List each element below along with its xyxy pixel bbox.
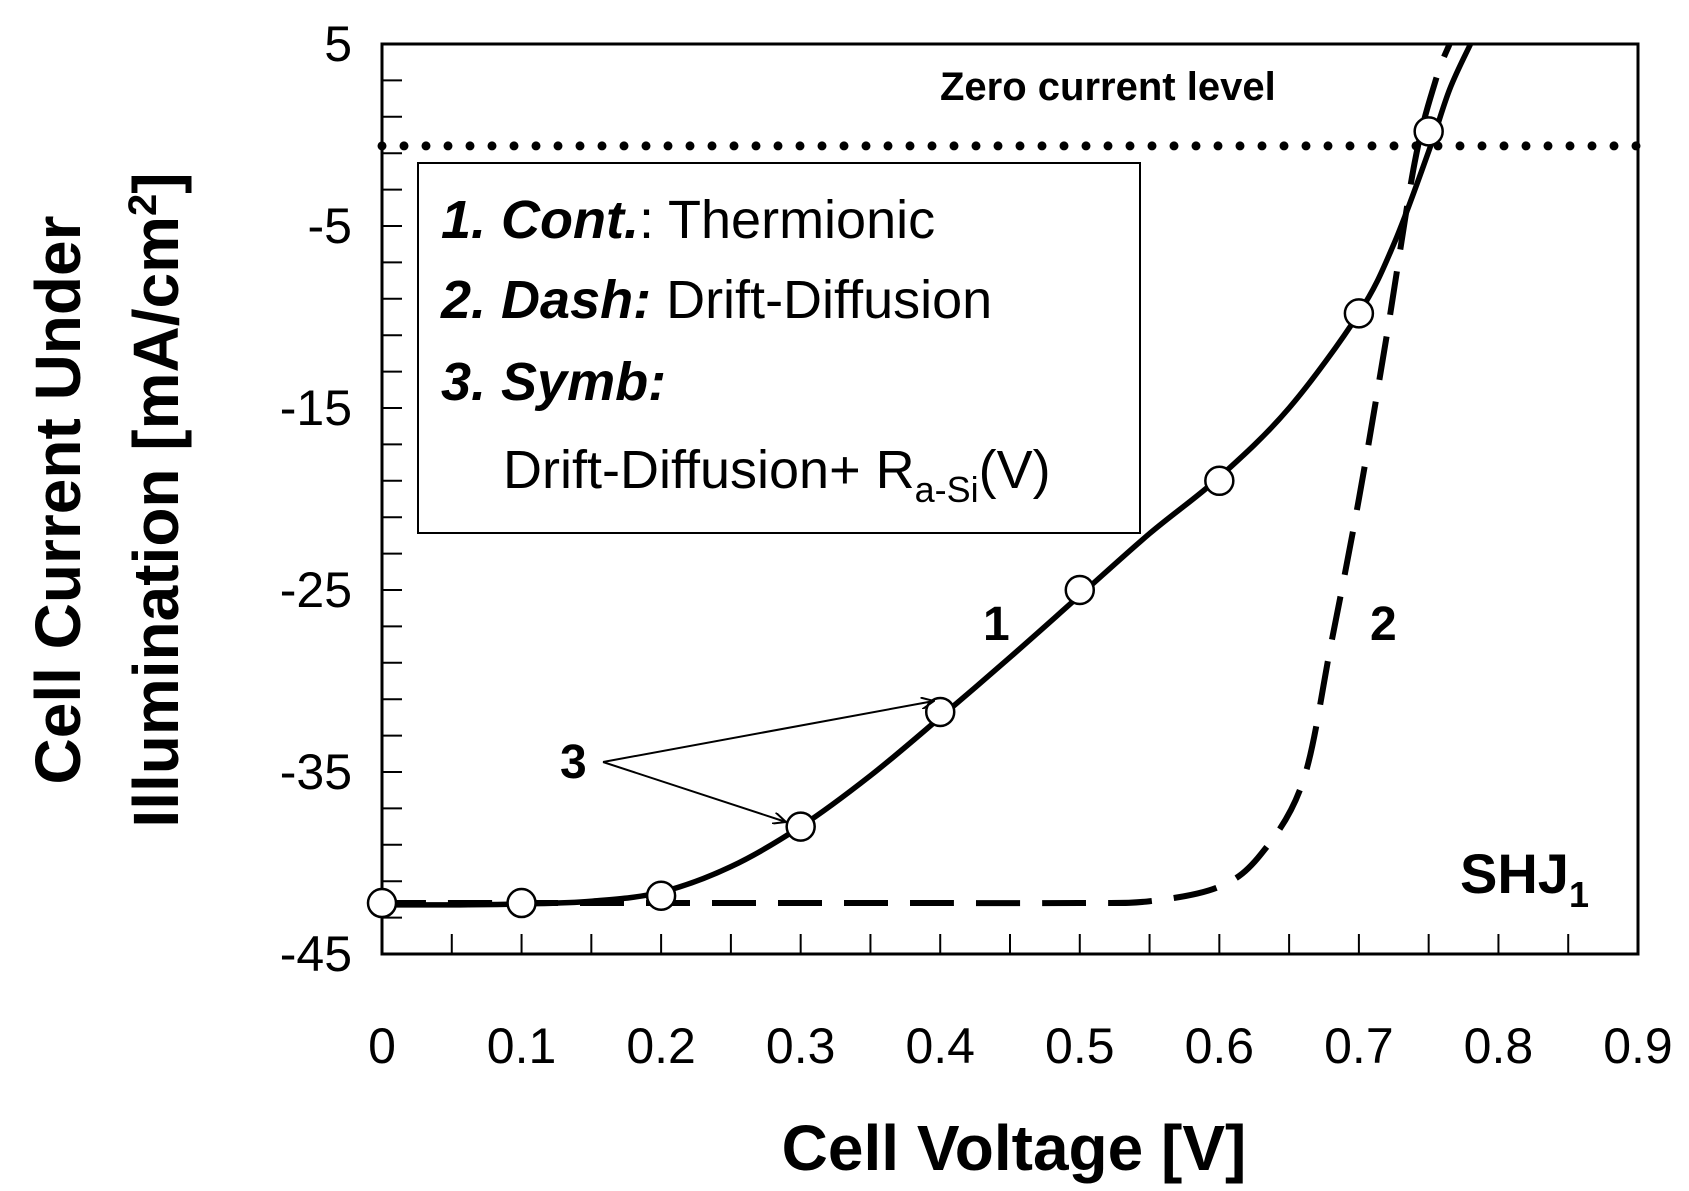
series-symbols-markers [366, 116, 1444, 919]
y-tick-label: -15 [280, 380, 352, 436]
legend-entry-2-key: 2. Dash: [440, 270, 651, 330]
zero-current-label: Zero current level [940, 65, 1276, 109]
x-tick-label: 0.5 [1045, 1018, 1115, 1074]
legend-entry-1: 1. Cont.: Thermionic [441, 190, 935, 250]
curve-2-label: 2 [1370, 598, 1397, 651]
y-axis-title-suffix: ] [120, 172, 192, 193]
y-tick-label: -5 [308, 198, 352, 254]
device-label-main: SHJ [1460, 842, 1569, 905]
legend-entry-3-sub: a-Si [915, 469, 979, 510]
y-axis-title-line-2: Illumination [mA/cm2] [120, 172, 192, 827]
legend-entry-3-suffix: (V) [979, 440, 1051, 500]
legend-entry-1-text: : Thermionic [639, 190, 935, 250]
x-tick-label: 0.8 [1464, 1018, 1534, 1074]
symbol-marker [645, 880, 677, 912]
legend: 1. Cont.: Thermionic 2. Dash: Drift-Diff… [417, 162, 1141, 534]
x-tick-label: 0.6 [1185, 1018, 1255, 1074]
symbols-arrow-upper [602, 701, 934, 763]
legend-entry-3-key: 3. Symb: [441, 352, 666, 412]
symbol-marker [1064, 574, 1096, 606]
x-tick-label: 0.9 [1603, 1018, 1673, 1074]
legend-entry-3-main: Drift-Diffusion+ R [503, 440, 915, 500]
x-tick-label: 0.4 [905, 1018, 975, 1074]
symbol-marker [785, 811, 816, 842]
symbol-marker [1413, 116, 1444, 147]
legend-entry-3-text: Drift-Diffusion+ Ra-Si(V) [503, 440, 1051, 510]
series-drift-diffusion-dashed [382, 42, 1453, 907]
legend-entry-1-key: 1. Cont. [441, 190, 639, 250]
axis-ticks [381, 43, 1639, 955]
device-label-sub: 1 [1569, 874, 1589, 915]
y-axis-title-main: Illumination [mA/cm [120, 216, 192, 828]
legend-entry-2: 2. Dash: Drift-Diffusion [440, 270, 992, 330]
legend-box [417, 162, 1141, 534]
symbol-marker [1343, 298, 1375, 329]
x-tick-label: 0.2 [626, 1018, 696, 1074]
x-axis-title: Cell Voltage [V] [782, 1112, 1247, 1184]
device-label: SHJ1 [1460, 842, 1589, 915]
x-tick-label: 0.3 [766, 1018, 836, 1074]
y-tick-label: -35 [280, 744, 352, 800]
symbols-arrow-lower [602, 761, 786, 822]
y-tick-label: -25 [280, 562, 352, 618]
y-tick-label: 5 [324, 16, 352, 72]
symbol-marker [1204, 465, 1235, 497]
x-tick-label: 0.1 [487, 1018, 557, 1074]
symbol-marker [506, 887, 537, 919]
y-tick-label: -45 [280, 926, 352, 982]
y-axis-title-sup: 2 [121, 194, 165, 216]
axis-tick-labels: 5 -5 -15 -25 -35 -45 0 0.1 0.2 0.3 0.4 0.5 0.6 0.7 0.8… [280, 16, 1673, 1074]
x-tick-label: 0 [368, 1018, 396, 1074]
curve-1-label: 1 [983, 598, 1010, 651]
x-tick-label: 0.7 [1324, 1018, 1394, 1074]
legend-entry-2-text: Drift-Diffusion [651, 270, 992, 330]
legend-entry-3: 3. Symb: [441, 352, 666, 412]
y-axis-title-line-1: Cell Current Under [22, 216, 94, 785]
symbols-label: 3 [560, 736, 587, 789]
symbol-marker [366, 887, 398, 919]
series-thermionic-solid [381, 42, 1474, 908]
